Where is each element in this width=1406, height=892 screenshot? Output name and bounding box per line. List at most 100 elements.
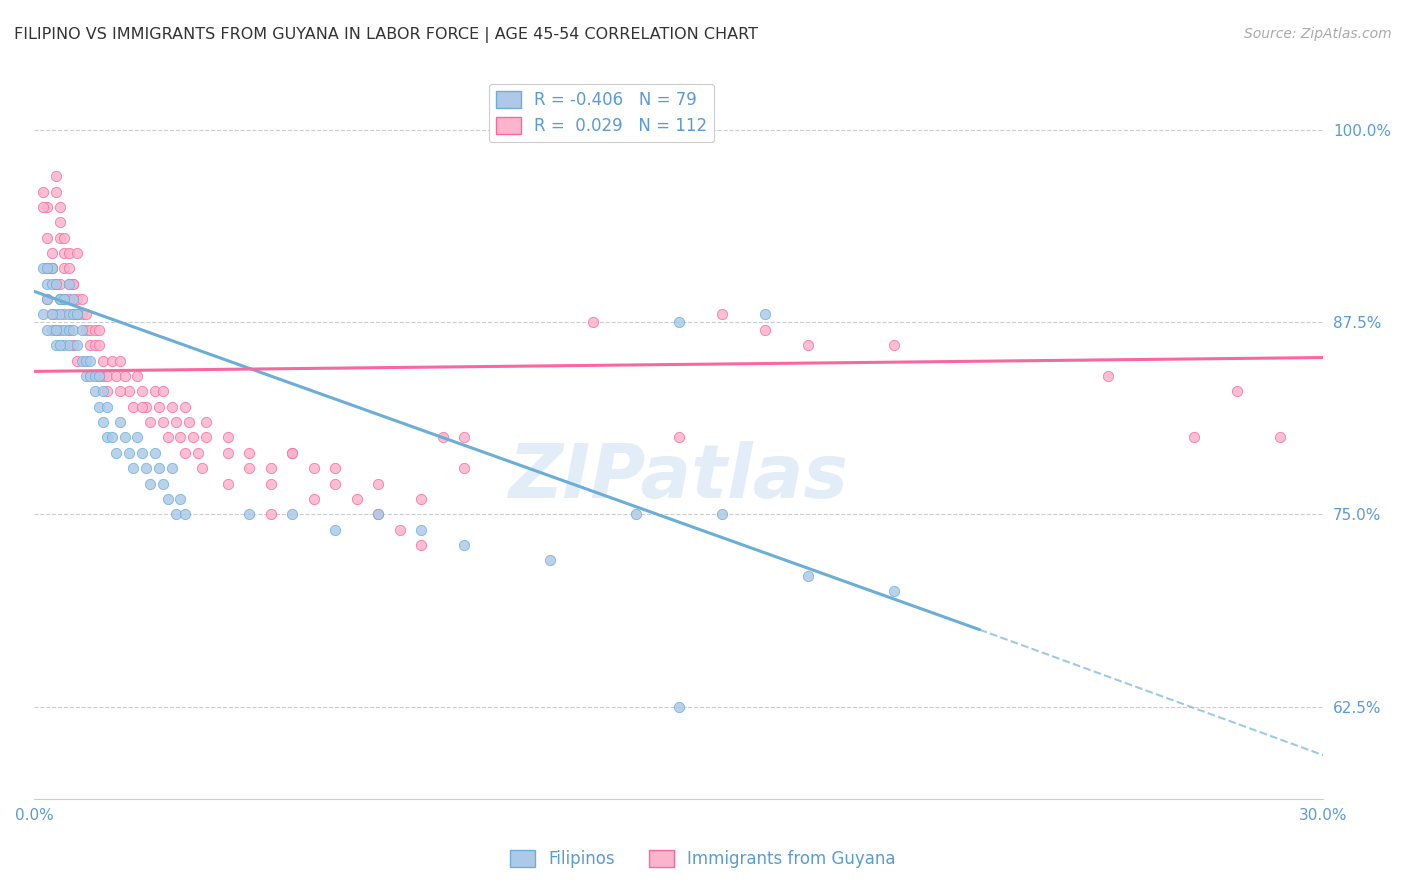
Point: [96, 430, 118, 444]
Point: [32, 261, 55, 276]
Point: [1270, 430, 1292, 444]
Point: [96, 400, 118, 414]
Point: [49, 277, 72, 291]
Point: [668, 699, 690, 714]
Point: [45, 338, 67, 352]
Point: [217, 430, 239, 444]
Point: [367, 508, 389, 522]
Point: [37, 292, 59, 306]
Point: [91, 353, 114, 368]
Point: [79, 338, 101, 352]
Point: [62, 308, 84, 322]
Point: [165, 415, 187, 429]
Point: [66, 353, 89, 368]
Point: [173, 446, 195, 460]
Point: [53, 323, 76, 337]
Point: [45, 185, 67, 199]
Point: [58, 277, 80, 291]
Point: [367, 508, 389, 522]
Point: [135, 400, 157, 414]
Point: [53, 261, 76, 276]
Point: [49, 215, 72, 229]
Point: [41, 308, 63, 322]
Point: [260, 508, 283, 522]
Point: [45, 323, 67, 337]
Point: [217, 446, 239, 460]
Point: [127, 430, 149, 444]
Point: [388, 523, 411, 537]
Point: [66, 308, 89, 322]
Point: [45, 323, 67, 337]
Point: [62, 277, 84, 291]
Point: [37, 323, 59, 337]
Point: [58, 338, 80, 352]
Point: [453, 430, 475, 444]
Point: [160, 461, 183, 475]
Point: [58, 261, 80, 276]
Point: [668, 315, 690, 329]
Point: [323, 461, 346, 475]
Point: [37, 230, 59, 244]
Point: [238, 461, 260, 475]
Point: [58, 323, 80, 337]
Point: [66, 308, 89, 322]
Point: [195, 415, 218, 429]
Point: [91, 415, 114, 429]
Point: [70, 308, 93, 322]
Point: [87, 369, 110, 384]
Point: [100, 353, 122, 368]
Point: [148, 400, 170, 414]
Point: [260, 476, 283, 491]
Point: [41, 246, 63, 260]
Point: [96, 384, 118, 399]
Point: [75, 369, 97, 384]
Point: [710, 308, 733, 322]
Point: [53, 308, 76, 322]
Point: [37, 277, 59, 291]
Point: [66, 338, 89, 352]
Point: [624, 508, 647, 522]
Point: [96, 369, 118, 384]
Point: [238, 508, 260, 522]
Point: [41, 277, 63, 291]
Legend: R = -0.406   N = 79, R =  0.029   N = 112: R = -0.406 N = 79, R = 0.029 N = 112: [489, 84, 714, 142]
Point: [37, 261, 59, 276]
Point: [367, 476, 389, 491]
Point: [45, 277, 67, 291]
Point: [49, 308, 72, 322]
Point: [62, 292, 84, 306]
Point: [58, 308, 80, 322]
Point: [53, 230, 76, 244]
Point: [281, 446, 304, 460]
Point: [70, 323, 93, 337]
Point: [58, 292, 80, 306]
Point: [152, 476, 174, 491]
Point: [118, 446, 141, 460]
Point: [32, 185, 55, 199]
Point: [118, 384, 141, 399]
Point: [323, 523, 346, 537]
Point: [238, 446, 260, 460]
Point: [217, 476, 239, 491]
Point: [131, 446, 153, 460]
Point: [53, 292, 76, 306]
Point: [62, 277, 84, 291]
Point: [49, 323, 72, 337]
Point: [100, 430, 122, 444]
Point: [79, 369, 101, 384]
Point: [87, 323, 110, 337]
Text: FILIPINO VS IMMIGRANTS FROM GUYANA IN LABOR FORCE | AGE 45-54 CORRELATION CHART: FILIPINO VS IMMIGRANTS FROM GUYANA IN LA…: [14, 27, 758, 43]
Point: [122, 400, 145, 414]
Point: [409, 491, 432, 506]
Point: [62, 308, 84, 322]
Point: [49, 292, 72, 306]
Point: [1226, 384, 1249, 399]
Point: [127, 369, 149, 384]
Point: [75, 323, 97, 337]
Point: [70, 353, 93, 368]
Point: [173, 400, 195, 414]
Point: [41, 261, 63, 276]
Point: [91, 369, 114, 384]
Point: [169, 430, 191, 444]
Point: [139, 415, 162, 429]
